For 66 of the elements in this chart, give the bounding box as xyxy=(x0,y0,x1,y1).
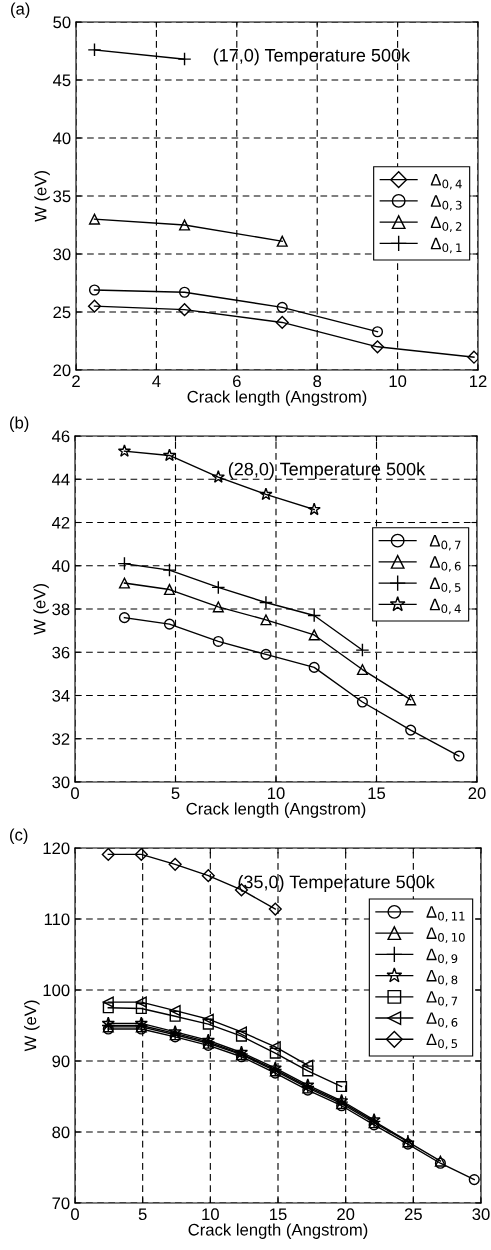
x-tick-label: 8 xyxy=(313,375,322,388)
legend-label: Δ$_{0,9}$ xyxy=(426,948,458,965)
legend-label: Δ$_{0,1}$ xyxy=(430,237,462,254)
x-tick-label: 10 xyxy=(268,787,285,800)
legend-label: Δ$_{0,4}$ xyxy=(429,598,461,615)
chart-title: (c) xyxy=(10,828,28,844)
y-tick-label: 70 xyxy=(52,1197,70,1210)
y-tick-label: 45 xyxy=(52,74,71,87)
x-tick-label: 5 xyxy=(171,787,180,800)
x-tick-label: 10 xyxy=(389,375,407,388)
y-tick-label: 46 xyxy=(51,430,70,443)
y-tick-label: 40 xyxy=(51,560,70,572)
y-tick-label: 35 xyxy=(53,190,71,203)
y-tick-label: 25 xyxy=(53,306,71,319)
y-tick-label: 20 xyxy=(53,364,71,377)
y-tick-label: 30 xyxy=(52,776,70,789)
legend-label: Δ$_{0,7}$ xyxy=(429,534,461,551)
chart-title: (a) xyxy=(11,2,30,18)
legend-label: Δ$_{0,6}$ xyxy=(429,556,461,572)
x-axis-title: Crack length (Angstrom) xyxy=(187,390,367,406)
x-tick-label: 6 xyxy=(233,375,241,388)
x-tick-label: 5 xyxy=(138,1208,147,1221)
legend-label: Δ$_{0,8}$ xyxy=(426,969,458,986)
x-tick-label: 2 xyxy=(72,375,80,387)
y-tick-label: 32 xyxy=(52,733,70,745)
y-tick-label: 30 xyxy=(53,248,71,261)
x-tick-label: 0 xyxy=(71,787,79,800)
x-tick-label: 4 xyxy=(152,375,161,387)
legend-label: Δ$_{0,11}$ xyxy=(426,906,465,922)
y-tick-label: 38 xyxy=(52,603,70,616)
legend-label: Δ$_{0,2}$ xyxy=(430,216,462,233)
legend-label: Δ$_{0,10}$ xyxy=(426,927,465,943)
annotation: (35,0) Temperature 500k xyxy=(238,875,435,892)
y-tick-label: 36 xyxy=(52,646,70,659)
x-tick-label: 20 xyxy=(337,1208,355,1221)
x-tick-label: 15 xyxy=(270,1208,287,1221)
x-tick-label: 30 xyxy=(472,1208,490,1221)
y-tick-label: 110 xyxy=(44,913,70,926)
x-tick-label: 25 xyxy=(404,1208,422,1221)
x-tick-label: 12 xyxy=(470,375,487,387)
y-tick-label: 42 xyxy=(51,516,70,529)
x-axis-title: Crack length (Angstrom) xyxy=(188,1223,368,1239)
x-tick-label: 15 xyxy=(368,787,386,800)
y-tick-label: 44 xyxy=(51,473,70,486)
chart-title: (b) xyxy=(10,416,29,432)
y-axis-title: W (eV) xyxy=(33,584,49,635)
y-tick-label: 50 xyxy=(53,16,71,29)
legend-label: Δ$_{0,4}$ xyxy=(430,173,462,190)
annotation: (28,0) Temperature 500k xyxy=(228,462,426,480)
legend-label: Δ$_{0,6}$ xyxy=(426,1012,458,1028)
legend-label: Δ$_{0,5}$ xyxy=(426,1033,458,1050)
x-axis-title: Crack length (Angstrom) xyxy=(186,802,366,818)
y-tick-label: 34 xyxy=(52,689,70,702)
y-axis-title: W (eV) xyxy=(34,171,50,222)
y-axis-title: W (eV) xyxy=(24,1000,40,1052)
y-tick-label: 40 xyxy=(52,132,71,145)
legend-label: Δ$_{0,5}$ xyxy=(429,577,461,594)
legend-label: Δ$_{0,7}$ xyxy=(426,991,458,1007)
y-tick-label: 120 xyxy=(43,842,70,855)
x-tick-label: 10 xyxy=(202,1208,219,1221)
x-tick-label: 0 xyxy=(71,1208,79,1221)
legend-label: Δ$_{0,3}$ xyxy=(430,195,462,211)
y-tick-label: 90 xyxy=(52,1055,70,1068)
y-tick-label: 80 xyxy=(52,1126,70,1139)
y-tick-label: 100 xyxy=(43,984,70,997)
x-tick-label: 20 xyxy=(468,787,486,800)
